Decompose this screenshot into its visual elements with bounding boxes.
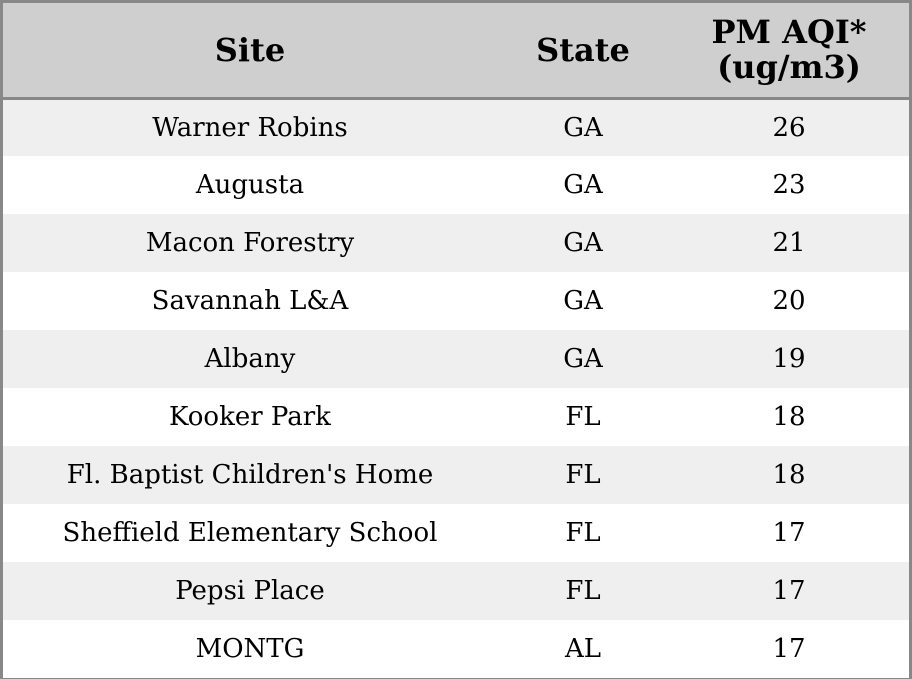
cell-state: GA bbox=[497, 156, 669, 214]
cell-site: Kooker Park bbox=[3, 388, 497, 446]
cell-pm-aqi: 20 bbox=[669, 272, 909, 330]
table-row: Albany GA 19 bbox=[3, 330, 909, 388]
cell-pm-aqi: 21 bbox=[669, 214, 909, 272]
table-row: Warner Robins GA 26 bbox=[3, 98, 909, 156]
header-pm-aqi: PM AQI* (ug/m3) bbox=[669, 3, 909, 100]
header-state: State bbox=[497, 3, 669, 100]
cell-site: Savannah L&A bbox=[3, 272, 497, 330]
cell-pm-aqi: 18 bbox=[669, 446, 909, 504]
pm-aqi-table: Site State PM AQI* (ug/m3) Warner Robins… bbox=[3, 3, 909, 678]
cell-state: GA bbox=[497, 214, 669, 272]
table-row: Pepsi Place FL 17 bbox=[3, 562, 909, 620]
cell-site: Warner Robins bbox=[3, 98, 497, 156]
table-row: MONTG AL 17 bbox=[3, 620, 909, 678]
cell-state: GA bbox=[497, 330, 669, 388]
cell-state: GA bbox=[497, 272, 669, 330]
header-row: Site State PM AQI* (ug/m3) bbox=[3, 3, 909, 100]
table-row: Savannah L&A GA 20 bbox=[3, 272, 909, 330]
table-row: Fl. Baptist Children's Home FL 18 bbox=[3, 446, 909, 504]
cell-state: FL bbox=[497, 388, 669, 446]
cell-site: Albany bbox=[3, 330, 497, 388]
cell-site: Augusta bbox=[3, 156, 497, 214]
cell-state: AL bbox=[497, 620, 669, 678]
table-header: Site State PM AQI* (ug/m3) bbox=[3, 3, 909, 100]
cell-pm-aqi: 17 bbox=[669, 620, 909, 678]
table-row: Kooker Park FL 18 bbox=[3, 388, 909, 446]
cell-state: FL bbox=[497, 504, 669, 562]
cell-pm-aqi: 23 bbox=[669, 156, 909, 214]
table-row: Macon Forestry GA 21 bbox=[3, 214, 909, 272]
cell-site: Sheffield Elementary School bbox=[3, 504, 497, 562]
header-site: Site bbox=[3, 3, 497, 100]
cell-pm-aqi: 18 bbox=[669, 388, 909, 446]
cell-site: Fl. Baptist Children's Home bbox=[3, 446, 497, 504]
cell-pm-aqi: 17 bbox=[669, 562, 909, 620]
cell-site: Macon Forestry bbox=[3, 214, 497, 272]
cell-pm-aqi: 26 bbox=[669, 98, 909, 156]
cell-pm-aqi: 19 bbox=[669, 330, 909, 388]
table-body: Warner Robins GA 26 Augusta GA 23 Macon … bbox=[3, 98, 909, 678]
table-row: Augusta GA 23 bbox=[3, 156, 909, 214]
table-row: Sheffield Elementary School FL 17 bbox=[3, 504, 909, 562]
cell-state: FL bbox=[497, 562, 669, 620]
cell-pm-aqi: 17 bbox=[669, 504, 909, 562]
cell-state: FL bbox=[497, 446, 669, 504]
cell-site: Pepsi Place bbox=[3, 562, 497, 620]
cell-site: MONTG bbox=[3, 620, 497, 678]
cell-state: GA bbox=[497, 98, 669, 156]
